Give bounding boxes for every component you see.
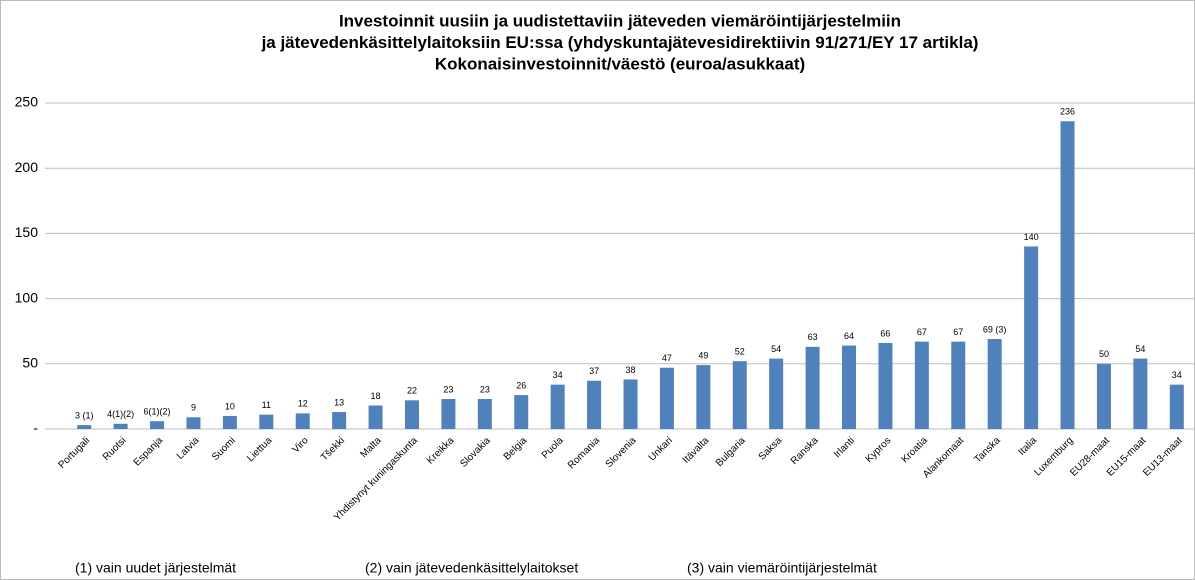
bar: [222, 415, 237, 429]
bar: [1133, 358, 1148, 429]
value-label: 22: [407, 386, 417, 396]
bar: [441, 399, 456, 429]
bar: [659, 367, 674, 429]
bar: [77, 425, 92, 429]
bar: [914, 341, 929, 429]
value-label: 67: [953, 327, 963, 337]
bar: [404, 400, 419, 429]
bar: [696, 365, 711, 429]
value-label: 38: [625, 365, 635, 375]
bar: [186, 417, 201, 429]
bar: [1169, 384, 1184, 429]
value-label: 67: [917, 327, 927, 337]
bar: [295, 413, 310, 429]
value-label: 3 (1): [75, 410, 94, 420]
y-tick-label: 200: [15, 159, 39, 175]
value-label: 52: [735, 347, 745, 357]
y-tick-label: -: [33, 420, 38, 436]
bar: [113, 423, 128, 429]
bar: [477, 399, 492, 429]
y-tick-label: 250: [15, 94, 39, 110]
value-label: 13: [334, 397, 344, 407]
value-label: 50: [1099, 349, 1109, 359]
bar: [623, 379, 638, 429]
y-tick-label: 50: [22, 355, 38, 371]
value-label: 12: [298, 399, 308, 409]
bar: [550, 384, 565, 429]
value-label: 34: [553, 370, 563, 380]
value-label: 4(1)(2): [107, 409, 134, 419]
value-label: 64: [844, 331, 854, 341]
value-label: 54: [771, 344, 781, 354]
bar: [769, 358, 784, 429]
value-label: 34: [1172, 370, 1182, 380]
bar: [805, 346, 820, 429]
value-label: 26: [516, 380, 526, 390]
bar: [1060, 121, 1075, 430]
footnote: (2) vain jätevedenkäsittelylaitokset: [365, 560, 578, 576]
y-tick-label: 150: [15, 224, 39, 240]
value-label: 23: [443, 384, 453, 394]
bar: [259, 414, 274, 429]
value-label: 66: [880, 328, 890, 338]
bar: [587, 380, 602, 429]
value-label: 6(1)(2): [144, 407, 171, 417]
chart-title: ja jätevedenkäsittelylaitoksiin EU:ssa (…: [261, 33, 979, 52]
value-label: 69 (3): [983, 324, 1007, 334]
value-label: 54: [1135, 344, 1145, 354]
value-label: 37: [589, 366, 599, 376]
bar: [732, 361, 747, 429]
chart-title: Kokonaisinvestoinnit/väestö (euroa/asukk…: [435, 54, 805, 73]
bar: [332, 412, 347, 429]
y-tick-label: 100: [15, 289, 39, 305]
value-label: 9: [191, 403, 196, 413]
value-label: 63: [808, 332, 818, 342]
value-label: 236: [1060, 107, 1075, 117]
bar: [951, 341, 966, 429]
value-label: 49: [698, 350, 708, 360]
bar: [150, 421, 165, 429]
chart-title: Investoinnit uusiin ja uudistettaviin jä…: [339, 11, 901, 30]
value-label: 23: [480, 384, 490, 394]
bar: [514, 395, 529, 429]
value-label: 10: [225, 401, 235, 411]
bar: [987, 339, 1002, 429]
value-label: 18: [371, 391, 381, 401]
bar: [842, 345, 857, 429]
bar: [878, 342, 893, 429]
bar: [1024, 246, 1039, 429]
bar: [1096, 363, 1111, 429]
footnote: (1) vain uudet järjestelmät: [75, 560, 236, 576]
footnote: (3) vain viemäröintijärjestelmät: [687, 560, 877, 576]
value-label: 47: [662, 353, 672, 363]
bar: [368, 405, 383, 429]
value-label: 140: [1024, 232, 1039, 242]
value-label: 11: [262, 400, 271, 410]
